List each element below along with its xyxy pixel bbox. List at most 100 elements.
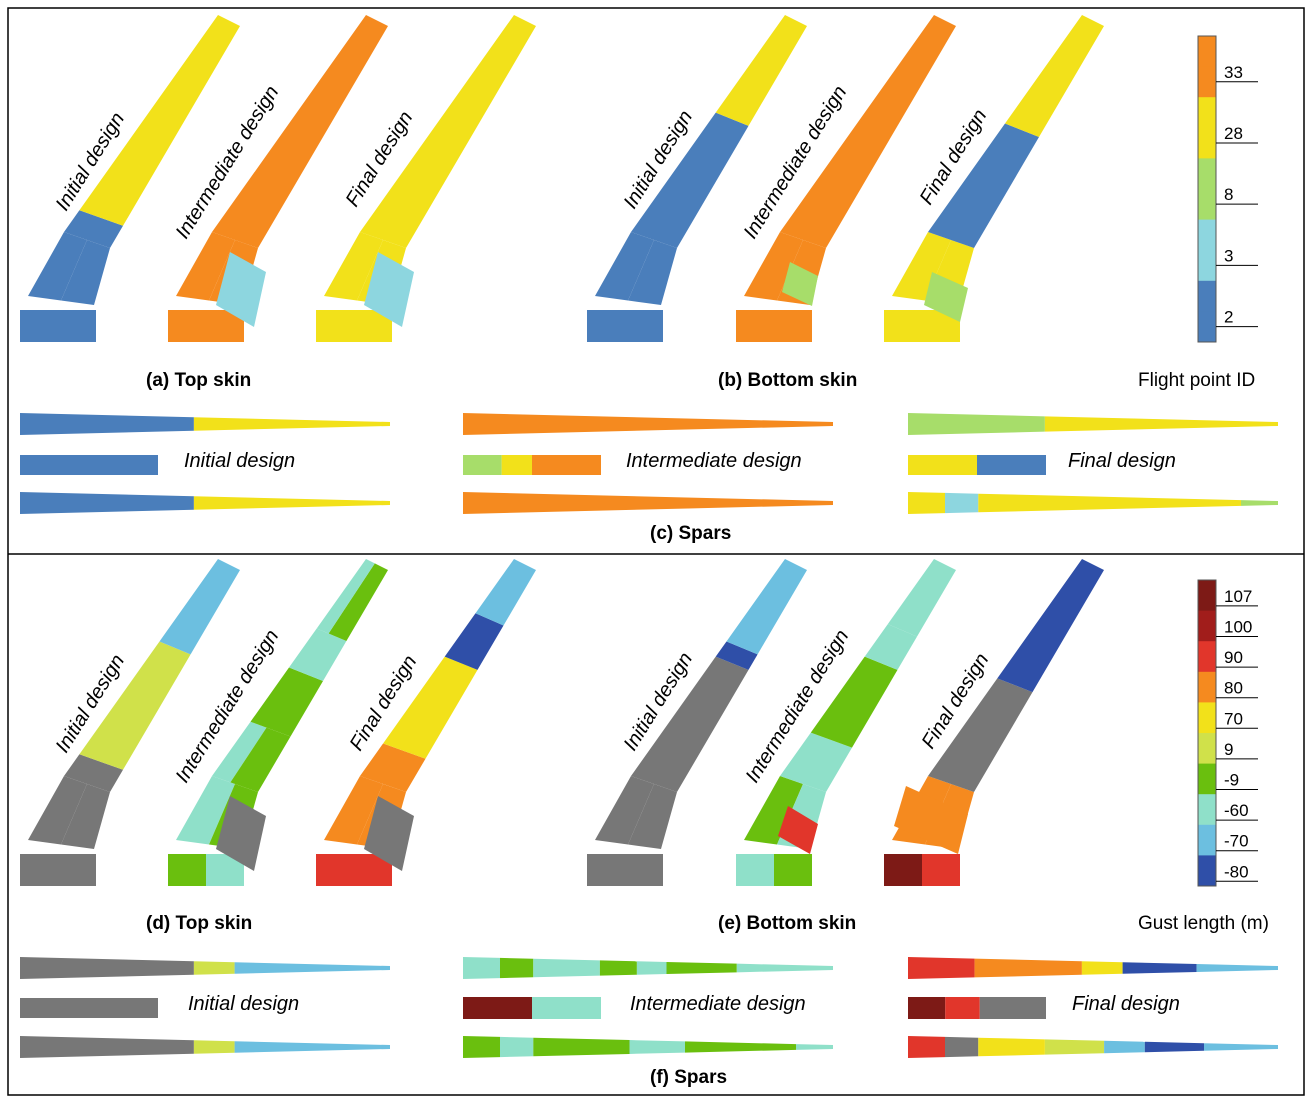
e-final-patch bbox=[894, 786, 968, 854]
b-initial-inboard-rear bbox=[628, 240, 677, 305]
spars-layer bbox=[20, 413, 1278, 1058]
legend-bottom-tick-label-4: 70 bbox=[1224, 709, 1243, 728]
legend-bottom-title: Gust length (m) bbox=[1138, 913, 1269, 934]
d-intermediate-inboard-front bbox=[176, 776, 235, 845]
legend-top-swatch-2 bbox=[1198, 97, 1216, 129]
d-final-patch bbox=[364, 796, 414, 871]
legend-top-tick-label-4: 2 bbox=[1224, 308, 1233, 327]
f-final-rear-seg-3 bbox=[1044, 1039, 1105, 1055]
a-intermediate-inboard-front bbox=[176, 232, 235, 301]
b-initial-segment-0 bbox=[631, 112, 749, 249]
d-final-root-left bbox=[316, 854, 354, 886]
f-final-front-seg-2 bbox=[1081, 961, 1123, 975]
e-initial-inboard-rear bbox=[628, 784, 677, 849]
legend-top-tick-label-3: 3 bbox=[1224, 246, 1233, 265]
e-initial-segment-0 bbox=[631, 656, 749, 792]
e-intermediate-patch bbox=[778, 806, 818, 854]
d-final-segment-0 bbox=[360, 743, 426, 792]
spar-label-c-initial: Initial design bbox=[184, 450, 295, 472]
b-initial-root-left bbox=[587, 310, 625, 342]
c-inter-rear-seg-0 bbox=[463, 492, 833, 514]
legend-top-swatch-6 bbox=[1198, 219, 1216, 251]
c-final-front-seg-0 bbox=[908, 413, 1045, 435]
f-final-mid-seg-1 bbox=[945, 997, 980, 1019]
legend-bottom-swatch-2 bbox=[1198, 641, 1216, 673]
e-initial-root-left bbox=[587, 854, 625, 886]
a-intermediate-patch bbox=[216, 252, 266, 327]
legend-top-swatch-3 bbox=[1198, 127, 1216, 159]
f-final-rear-seg-1 bbox=[945, 1036, 979, 1058]
f-final-rear-seg-2 bbox=[978, 1037, 1045, 1057]
e-final-segment-1 bbox=[997, 559, 1104, 693]
b-initial-segment-1 bbox=[715, 15, 807, 126]
f-inter-front-seg-0 bbox=[463, 957, 500, 979]
b-final-root-left bbox=[884, 310, 922, 342]
f-inter-mid-seg-1 bbox=[532, 997, 601, 1019]
d-intermediate-root-left bbox=[168, 854, 206, 886]
caption-e: (e) Bottom skin bbox=[718, 913, 856, 934]
d-initial-root-right bbox=[58, 854, 96, 886]
legend-top-tick-label-2: 8 bbox=[1224, 185, 1233, 204]
a-initial-root-right bbox=[58, 310, 96, 342]
legend-bottom-border bbox=[1197, 579, 1217, 887]
legend-bottom-tick-label-8: -70 bbox=[1224, 832, 1249, 851]
a-final-segment-0 bbox=[360, 15, 536, 248]
a-initial-segment-1 bbox=[79, 15, 241, 226]
b-final-inboard-front bbox=[892, 232, 951, 301]
legend-bottom-tick-label-5: 9 bbox=[1224, 740, 1233, 759]
d-initial-root-left bbox=[20, 854, 58, 886]
legend-bottom-swatch-5 bbox=[1198, 733, 1216, 765]
d-final-segment-2 bbox=[444, 613, 504, 670]
d-initial-segment-1 bbox=[79, 641, 191, 770]
a-initial-root-left bbox=[20, 310, 58, 342]
b-final-segment-0 bbox=[928, 123, 1039, 248]
f-initial-front-seg-1 bbox=[193, 961, 235, 975]
a-final-inboard-front bbox=[324, 232, 383, 301]
e-initial-inboard-front bbox=[595, 776, 654, 845]
d-initial-segment-0 bbox=[64, 754, 123, 792]
legend-bottom-swatch-7 bbox=[1198, 794, 1216, 826]
f-inter-front-seg-2 bbox=[533, 958, 600, 978]
e-intermediate-root-left bbox=[736, 854, 774, 886]
f-final-mid-seg-0 bbox=[908, 997, 946, 1019]
caption-c: (c) Spars bbox=[650, 523, 731, 544]
d-initial-inboard-front bbox=[28, 776, 87, 845]
legend-top-swatch-7 bbox=[1198, 250, 1216, 282]
legend-bottom-swatch-0 bbox=[1198, 580, 1216, 612]
legend-top-swatch-8 bbox=[1198, 280, 1216, 312]
f-final-rear-seg-6 bbox=[1204, 1043, 1278, 1051]
legends-layer: 33 28 8 3 2 107 100 90 80 70 9 -9 -60 -70 -80 bbox=[1197, 35, 1258, 887]
f-inter-rear-seg-4 bbox=[685, 1041, 796, 1053]
d-intermediate-segment-5 bbox=[316, 559, 375, 634]
d-intermediate-segment-2 bbox=[250, 667, 323, 737]
caption-a: (a) Top skin bbox=[146, 370, 251, 391]
legend-bottom-tick-label-6: -9 bbox=[1224, 770, 1239, 789]
e-initial-segment-1 bbox=[715, 641, 758, 670]
c-final-rear-seg-3 bbox=[1241, 500, 1278, 506]
legend-bottom-tick-label-3: 80 bbox=[1224, 679, 1243, 698]
caption-f: (f) Spars bbox=[650, 1067, 727, 1088]
f-final-rear-seg-0 bbox=[908, 1036, 945, 1058]
f-final-front-seg-0 bbox=[908, 957, 975, 979]
b-intermediate-inboard-front bbox=[744, 232, 803, 301]
e-intermediate-segment-2 bbox=[864, 624, 917, 670]
spar-label-f-intermediate: Intermediate design bbox=[630, 993, 806, 1015]
b-final-patch bbox=[924, 272, 968, 322]
legend-top-swatch-4 bbox=[1198, 158, 1216, 190]
b-intermediate-root-right bbox=[774, 310, 812, 342]
wings-layer bbox=[20, 15, 1104, 886]
f-final-front-seg-4 bbox=[1196, 964, 1278, 972]
c-inter-front-seg-0 bbox=[463, 413, 833, 435]
outer-frame bbox=[7, 7, 1305, 1096]
f-inter-front-seg-4 bbox=[636, 961, 667, 975]
f-final-front-seg-3 bbox=[1122, 962, 1197, 974]
d-intermediate-segment-1 bbox=[230, 727, 291, 792]
d-intermediate-patch bbox=[216, 796, 266, 871]
e-final-root-left bbox=[884, 854, 922, 886]
e-initial-segment-2 bbox=[726, 559, 807, 655]
d-initial-inboard-rear bbox=[61, 784, 110, 849]
e-intermediate-root-right bbox=[774, 854, 812, 886]
caption-d: (d) Top skin bbox=[146, 913, 252, 934]
legend-bottom-tick-label-2: 90 bbox=[1224, 648, 1243, 667]
b-intermediate-root-left bbox=[736, 310, 774, 342]
